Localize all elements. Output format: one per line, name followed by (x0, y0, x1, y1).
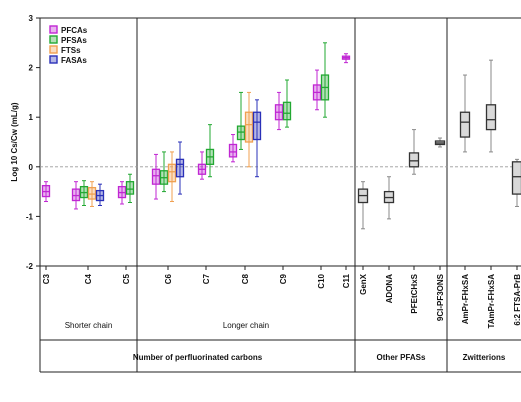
box-26 (461, 75, 470, 152)
box-rect-15 (246, 112, 253, 142)
y-tick-label-4: 2 (29, 64, 34, 73)
box-24 (410, 130, 419, 175)
x-tick-label-5: C8 (241, 273, 250, 284)
group-label-2: Zwitterions (463, 353, 506, 362)
legend-swatch-2 (50, 46, 57, 53)
box-1 (73, 182, 80, 209)
x-tick-label-1: C4 (84, 273, 93, 284)
box-4 (97, 184, 104, 205)
box-9 (169, 152, 176, 202)
y-tick-label-5: 3 (29, 14, 34, 23)
x-tick-label-2: C5 (122, 273, 131, 284)
box-22 (359, 182, 368, 229)
box-12 (207, 125, 214, 177)
box-rect-6 (127, 182, 134, 194)
box-21 (343, 54, 350, 63)
x-tick-label-4: C7 (202, 273, 211, 284)
x-tick-label-8: C11 (342, 273, 351, 288)
y-axis-label: Log 10 Cs/Cw (mL/g) (10, 102, 19, 181)
x-tick-label-10: ADONA (385, 274, 394, 304)
box-2 (81, 181, 88, 206)
box-rect-7 (153, 169, 160, 184)
box-3 (89, 182, 96, 207)
y-tick-label-1: -1 (26, 212, 34, 221)
y-tick-label-3: 1 (29, 113, 34, 122)
x-tick-label-13: AmPr-FHxSA (461, 274, 470, 324)
box-20 (322, 43, 329, 117)
box-rect-18 (284, 102, 291, 119)
box-rect-14 (238, 126, 245, 139)
box-rect-3 (89, 188, 96, 199)
box-rect-10 (177, 159, 184, 176)
box-6 (127, 174, 134, 202)
group-label-1: Other PFASs (377, 353, 426, 362)
x-tick-label-7: C10 (317, 273, 326, 288)
x-tick-label-6: C9 (279, 273, 288, 284)
box-16 (254, 100, 261, 177)
box-18 (284, 80, 291, 127)
x-tick-label-9: GenX (359, 273, 368, 295)
x-tick-label-15: 6:2 FTSA-PrB (513, 274, 521, 326)
group-label-0: Number of perfluorinated carbons (133, 353, 263, 362)
x-tick-label-11: PFEtCHxS (410, 273, 419, 313)
legend-swatch-3 (50, 56, 57, 63)
legend-swatch-1 (50, 36, 57, 43)
box-27 (487, 60, 496, 152)
x-tick-label-3: C6 (164, 273, 173, 284)
box-rect-26 (461, 112, 470, 137)
box-7 (153, 154, 160, 199)
legend-swatch-0 (50, 26, 57, 33)
box-28 (513, 159, 521, 206)
box-13 (230, 135, 237, 162)
box-25 (436, 138, 445, 147)
box-19 (314, 70, 321, 110)
box-rect-28 (513, 162, 521, 194)
legend-label-2: FTSs (61, 46, 81, 55)
box-5 (119, 182, 126, 204)
box-0 (43, 182, 50, 202)
box-8 (161, 152, 168, 192)
box-rect-27 (487, 105, 496, 130)
box-rect-16 (254, 112, 261, 139)
legend-label-0: PFCAs (61, 26, 88, 35)
box-11 (199, 152, 206, 179)
legend-label-1: PFSAs (61, 36, 87, 45)
box-rect-1 (73, 189, 80, 200)
x-tick-label-14: TAmPr-FHxSA (487, 274, 496, 329)
legend-label-3: FASAs (61, 56, 87, 65)
box-10 (177, 142, 184, 194)
box-17 (276, 92, 283, 129)
box-15 (246, 92, 253, 166)
subgroup-label-1: Longer chain (223, 321, 269, 330)
box-rect-13 (230, 144, 237, 156)
box-rect-9 (169, 164, 176, 181)
y-tick-label-0: -2 (26, 262, 34, 271)
x-tick-label-0: C3 (42, 273, 51, 284)
box-rect-24 (410, 153, 419, 167)
x-tick-label-12: 9Cl-PF3ONS (436, 273, 445, 321)
subgroup-label-0: Shorter chain (65, 321, 113, 330)
box-14 (238, 92, 245, 149)
y-tick-label-2: 0 (29, 163, 34, 172)
box-23 (385, 177, 394, 219)
